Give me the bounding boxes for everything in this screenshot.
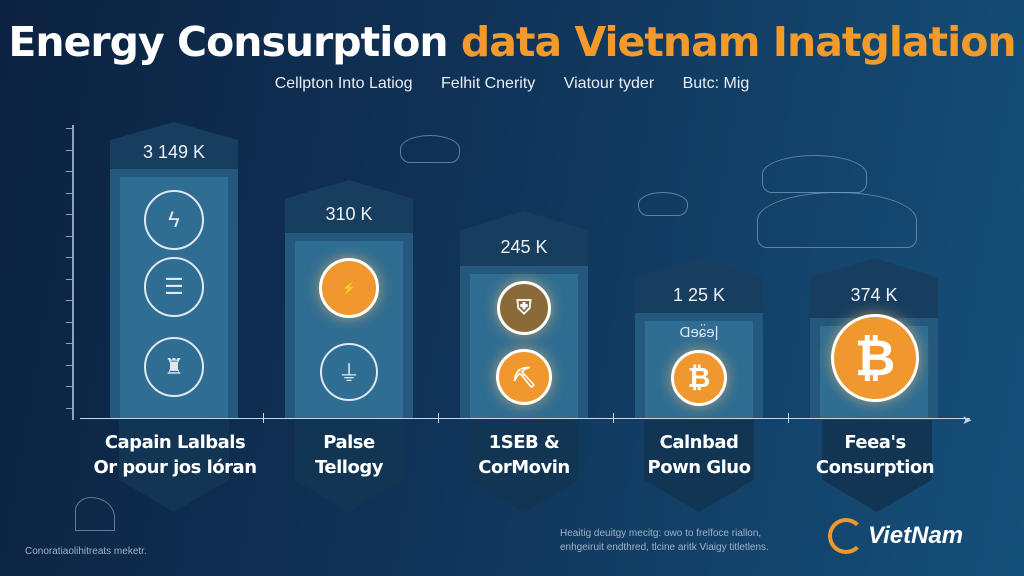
y-tick bbox=[66, 300, 72, 301]
cloud-outline bbox=[638, 192, 688, 216]
logo-mark-icon bbox=[828, 518, 864, 554]
bar-value: 310 K bbox=[325, 204, 373, 224]
category-label: Feea's Consurption bbox=[815, 432, 935, 478]
subtitle-item: Cellpton Into Latiog bbox=[274, 75, 413, 92]
y-tick bbox=[66, 128, 72, 129]
subtitle-item: Butc: Mig bbox=[682, 75, 750, 92]
footer-description: Heaitig deuitgy mecitg: owo to frelfoce … bbox=[560, 528, 769, 553]
category-label: Capain Lalbals Or pour jos lóran bbox=[93, 432, 257, 478]
bar: 310 K ⚡ ⏚ bbox=[285, 180, 413, 418]
factory-icon: ♜ bbox=[144, 337, 204, 397]
y-tick bbox=[66, 214, 72, 215]
y-tick bbox=[66, 386, 72, 387]
title-accent: data Vietnam Inatglation bbox=[460, 18, 1017, 66]
bar: 374 K ₿ bbox=[810, 258, 938, 418]
subtitle-item: Viatour tyder bbox=[563, 75, 655, 92]
bar: 1 25 K Ɑɘɕ̈ɘ| ₿ bbox=[635, 258, 763, 418]
y-tick bbox=[66, 321, 72, 323]
logo: VietNam bbox=[828, 518, 963, 554]
ship-sketch-icon bbox=[75, 497, 115, 531]
x-tick bbox=[613, 413, 614, 423]
y-axis bbox=[72, 125, 74, 420]
category-label: Palse Tellogy bbox=[315, 432, 383, 478]
x-tick bbox=[788, 413, 789, 423]
y-tick bbox=[66, 235, 72, 237]
y-tick bbox=[66, 343, 72, 344]
bitcoin-icon: ₿ bbox=[671, 350, 727, 406]
bar: 245 K ⛨ ⛏ bbox=[460, 211, 588, 418]
x-tick bbox=[438, 413, 439, 423]
y-tick bbox=[66, 407, 72, 409]
shield-icon: ⛨ bbox=[497, 281, 551, 335]
cloud-outline bbox=[400, 135, 460, 163]
title-main: Energy Consurption bbox=[8, 18, 448, 66]
cloud-outline bbox=[762, 155, 867, 193]
bar-value: 1 25 K bbox=[672, 285, 726, 305]
bar-tag: Ɑɘɕ̈ɘ| bbox=[679, 324, 719, 341]
bitcoin-icon: ₿ bbox=[831, 314, 919, 402]
lightning-icon: ϟ bbox=[144, 190, 204, 250]
page-title: Energy Consurption data Vietnam Inatglat… bbox=[0, 18, 1024, 66]
y-tick bbox=[66, 171, 72, 172]
energy-badge-icon: ⚡ bbox=[319, 258, 379, 318]
category-label: Calnbad Pown Gluo bbox=[647, 432, 751, 478]
x-tick bbox=[263, 413, 264, 423]
x-axis bbox=[80, 418, 970, 419]
miner-icon: ⛏ bbox=[496, 349, 552, 405]
bar-value: 374 K bbox=[850, 285, 898, 305]
bar-value: 245 K bbox=[500, 237, 548, 257]
category-label: 1SEB & CorMovin bbox=[478, 432, 570, 478]
plug-icon: ⏚ bbox=[320, 343, 378, 401]
y-tick bbox=[66, 364, 72, 366]
footer-note: Conoratiaolihitreats meketr. bbox=[25, 546, 147, 557]
bar: 3 149 K ϟ ☰ ♜ bbox=[110, 122, 238, 418]
bar-value: 3 149 K bbox=[142, 142, 206, 162]
y-tick bbox=[66, 278, 72, 280]
cloud-outline bbox=[757, 192, 917, 248]
server-icon: ☰ bbox=[144, 257, 204, 317]
y-tick bbox=[66, 149, 72, 151]
x-axis-arrow-icon: ➤ bbox=[962, 413, 973, 427]
y-tick bbox=[66, 192, 72, 194]
subtitle-item: Felhit Cnerity bbox=[441, 75, 536, 92]
logo-text: VietNam bbox=[868, 522, 964, 549]
subtitle: Cellpton Into Latiog Felhit Cnerity Viat… bbox=[0, 75, 1024, 93]
y-tick bbox=[66, 257, 72, 258]
